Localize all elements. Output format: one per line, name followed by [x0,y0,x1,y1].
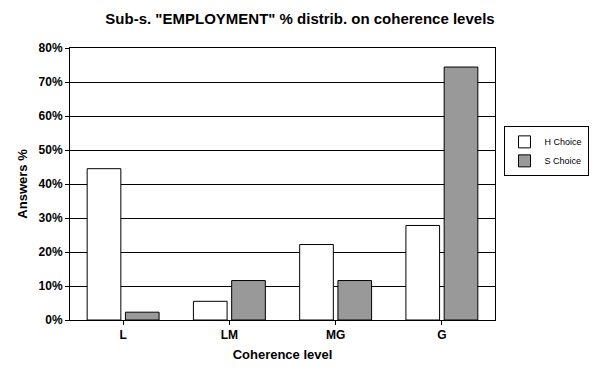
svg-text:50%: 50% [39,143,63,157]
svg-text:Sub-s. "EMPLOYMENT" % distrib.: Sub-s. "EMPLOYMENT" % distrib. on cohere… [105,10,494,27]
svg-text:30%: 30% [39,211,63,225]
svg-text:80%: 80% [39,41,63,55]
svg-text:Answers %: Answers % [15,149,30,219]
svg-text:0%: 0% [45,313,63,327]
svg-text:70%: 70% [39,75,63,89]
svg-text:40%: 40% [39,177,63,191]
svg-text:60%: 60% [39,109,63,123]
svg-text:L: L [119,328,126,342]
svg-text:10%: 10% [39,279,63,293]
svg-text:MG: MG [326,328,345,342]
svg-text:H Choice: H Choice [545,137,582,147]
svg-text:G: G [437,328,446,342]
svg-text:Coherence level: Coherence level [233,347,333,362]
svg-text:LM: LM [221,328,238,342]
svg-text:20%: 20% [39,245,63,259]
svg-text:S Choice: S Choice [545,156,582,166]
